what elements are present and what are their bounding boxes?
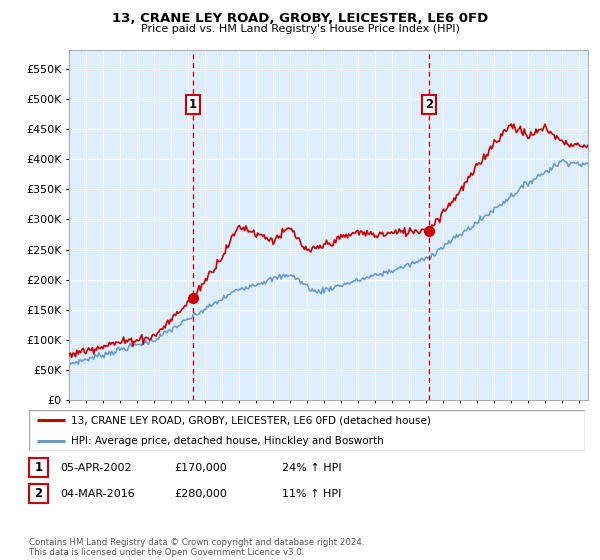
Text: Price paid vs. HM Land Registry's House Price Index (HPI): Price paid vs. HM Land Registry's House …: [140, 24, 460, 34]
Text: 11% ↑ HPI: 11% ↑ HPI: [282, 489, 341, 499]
Text: 24% ↑ HPI: 24% ↑ HPI: [282, 463, 341, 473]
Text: 1: 1: [34, 461, 43, 474]
Text: 13, CRANE LEY ROAD, GROBY, LEICESTER, LE6 0FD (detached house): 13, CRANE LEY ROAD, GROBY, LEICESTER, LE…: [71, 415, 430, 425]
Text: £170,000: £170,000: [174, 463, 227, 473]
Text: HPI: Average price, detached house, Hinckley and Bosworth: HPI: Average price, detached house, Hinc…: [71, 436, 383, 446]
Text: 2: 2: [425, 98, 433, 111]
Text: 13, CRANE LEY ROAD, GROBY, LEICESTER, LE6 0FD: 13, CRANE LEY ROAD, GROBY, LEICESTER, LE…: [112, 12, 488, 25]
Text: 1: 1: [188, 98, 197, 111]
Text: 2: 2: [34, 487, 43, 501]
Text: Contains HM Land Registry data © Crown copyright and database right 2024.
This d: Contains HM Land Registry data © Crown c…: [29, 538, 364, 557]
Text: 05-APR-2002: 05-APR-2002: [60, 463, 131, 473]
Text: £280,000: £280,000: [174, 489, 227, 499]
Text: 04-MAR-2016: 04-MAR-2016: [60, 489, 135, 499]
